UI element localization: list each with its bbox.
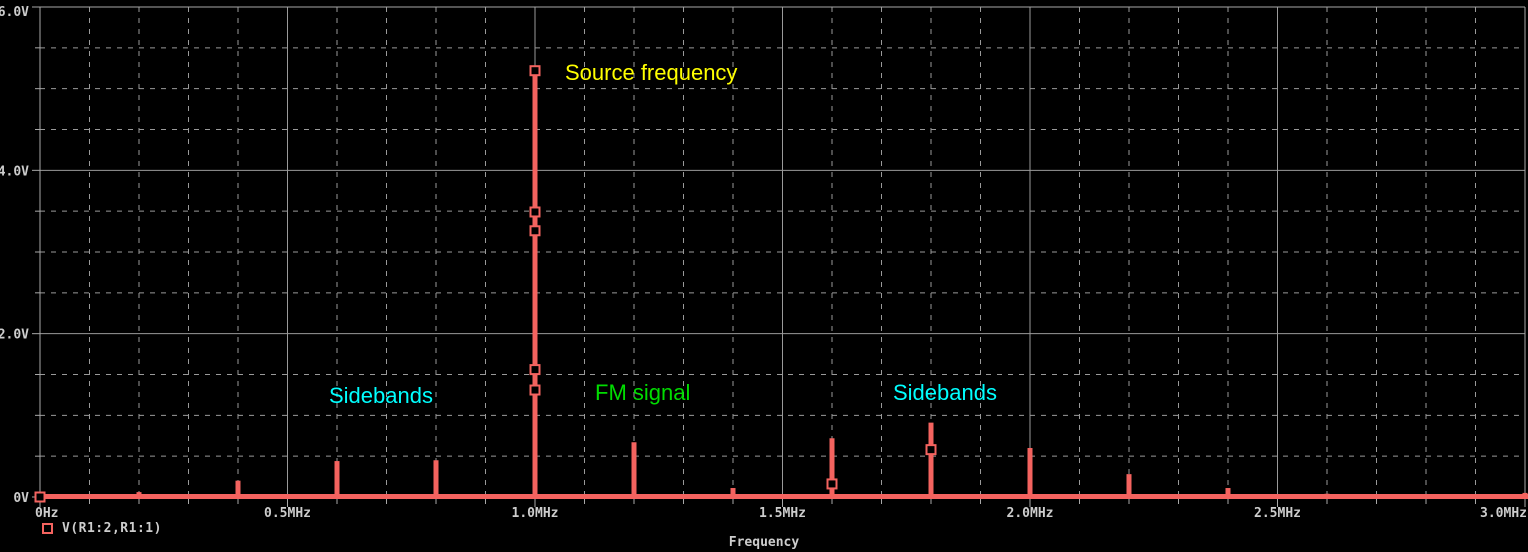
- data-point-marker: [529, 384, 541, 396]
- x-tick-label: 2.5MHz: [1254, 506, 1301, 521]
- data-point-marker: [529, 225, 541, 237]
- x-tick-label: 1.5MHz: [759, 506, 806, 521]
- y-tick-label: 2.0V: [0, 328, 29, 343]
- y-tick-label: 0V: [13, 491, 29, 506]
- x-tick-label: 0.5MHz: [264, 506, 311, 521]
- annotation-label[interactable]: Sidebands: [893, 380, 997, 405]
- data-point-marker: [826, 478, 838, 490]
- annotation-label[interactable]: Sidebands: [329, 383, 433, 408]
- y-tick-label: 4.0V: [0, 164, 29, 179]
- trace-name: V(R1:2,R1:1): [62, 521, 162, 536]
- y-tick-label: 6.0V: [0, 5, 29, 20]
- x-tick-label: 0Hz: [35, 506, 58, 521]
- x-tick-label: 3.0MHz: [1480, 506, 1527, 521]
- data-point-marker: [34, 491, 46, 503]
- x-axis-title: Frequency: [728, 535, 800, 550]
- data-point-marker: [529, 206, 541, 218]
- trace-legend[interactable]: V(R1:2,R1:1): [42, 521, 162, 536]
- x-tick-label: 2.0MHz: [1007, 506, 1054, 521]
- x-tick-label: 1.0MHz: [512, 506, 559, 521]
- data-point-marker: [529, 364, 541, 376]
- trace-marker-icon: [42, 523, 53, 534]
- annotation-label[interactable]: Source frequency: [565, 60, 738, 85]
- data-point-marker: [529, 65, 541, 77]
- annotation-label[interactable]: FM signal: [595, 380, 691, 405]
- data-point-marker: [925, 444, 937, 456]
